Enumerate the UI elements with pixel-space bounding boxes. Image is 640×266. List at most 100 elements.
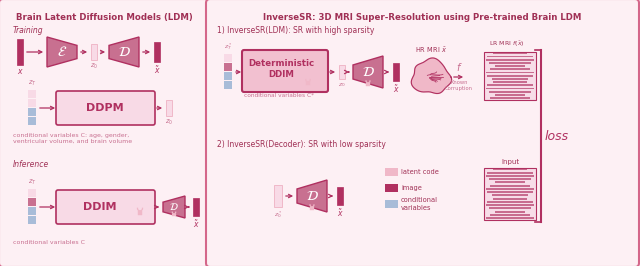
Polygon shape: [353, 56, 383, 88]
Bar: [486, 188, 534, 190]
Bar: [492, 194, 528, 196]
Text: $z_0$: $z_0$: [90, 62, 98, 71]
Text: $z_T$: $z_T$: [28, 178, 36, 187]
Polygon shape: [109, 37, 139, 67]
Bar: [337, 187, 343, 205]
Text: image: image: [401, 185, 422, 191]
Bar: [393, 63, 399, 81]
Text: InverseSR: 3D MRI Super-Resolution using Pre-trained Brain LDM: InverseSR: 3D MRI Super-Resolution using…: [263, 13, 581, 22]
Bar: [274, 185, 282, 207]
Bar: [28, 198, 36, 206]
Text: conditional variables C: age, gender,
ventricular volume, and brain volume: conditional variables C: age, gender, ve…: [13, 133, 132, 144]
Bar: [306, 82, 310, 85]
Bar: [486, 88, 534, 89]
Bar: [366, 83, 370, 86]
Text: $f$: $f$: [456, 61, 462, 73]
Text: $x$: $x$: [17, 67, 24, 76]
Bar: [385, 184, 398, 192]
Bar: [91, 44, 97, 60]
Bar: [489, 62, 531, 64]
Bar: [224, 72, 232, 80]
Bar: [484, 168, 536, 220]
Text: DDIM: DDIM: [83, 202, 116, 212]
Bar: [339, 65, 345, 79]
Bar: [490, 185, 531, 186]
Bar: [28, 207, 36, 215]
Text: Inference: Inference: [13, 160, 49, 169]
Text: DDPM: DDPM: [86, 103, 124, 113]
FancyBboxPatch shape: [0, 0, 209, 266]
Text: $z_0^*$: $z_0^*$: [274, 209, 282, 220]
Bar: [28, 90, 36, 98]
Text: $\tilde{x}$: $\tilde{x}$: [337, 207, 344, 219]
Text: Deterministic
DDIM: Deterministic DDIM: [248, 59, 314, 79]
Polygon shape: [297, 180, 327, 212]
Bar: [310, 207, 314, 210]
Text: $\mathcal{D}$: $\mathcal{D}$: [169, 202, 179, 213]
Text: $\tilde{x}$: $\tilde{x}$: [193, 218, 200, 230]
Bar: [28, 216, 36, 224]
Bar: [385, 200, 398, 208]
Text: 2) InverseSR(Decoder): SR with low sparsity: 2) InverseSR(Decoder): SR with low spars…: [217, 140, 386, 149]
Bar: [166, 100, 172, 116]
Bar: [487, 191, 533, 193]
Polygon shape: [412, 58, 452, 93]
Text: conditional
variables: conditional variables: [401, 197, 438, 210]
Bar: [487, 85, 532, 86]
Bar: [495, 65, 525, 67]
FancyBboxPatch shape: [206, 0, 639, 266]
Text: $z_0$: $z_0$: [338, 81, 346, 89]
Bar: [490, 214, 531, 216]
Polygon shape: [163, 196, 185, 218]
Text: Input: Input: [501, 159, 519, 165]
Bar: [489, 178, 531, 180]
Bar: [28, 117, 36, 125]
Text: 1) InverseSR(LDM): SR with high sparsity: 1) InverseSR(LDM): SR with high sparsity: [217, 26, 374, 35]
Text: $z_0$: $z_0$: [165, 118, 173, 127]
Bar: [495, 211, 525, 213]
Bar: [486, 204, 534, 206]
Text: loss: loss: [545, 130, 569, 143]
Bar: [489, 207, 531, 209]
Text: $\mathcal{D}$: $\mathcal{D}$: [305, 189, 319, 203]
Bar: [224, 63, 232, 71]
Bar: [486, 72, 534, 73]
Text: $\mathcal{D}$: $\mathcal{D}$: [118, 45, 131, 59]
Text: $\mathcal{D}$: $\mathcal{D}$: [362, 65, 374, 79]
Text: Known
Corruption: Known Corruption: [445, 80, 473, 91]
Bar: [493, 81, 527, 83]
Bar: [28, 108, 36, 116]
Bar: [385, 168, 398, 176]
Bar: [486, 59, 534, 61]
Text: conditional variables C*: conditional variables C*: [244, 93, 314, 98]
Bar: [486, 217, 534, 219]
Bar: [224, 54, 232, 62]
Bar: [172, 214, 175, 217]
FancyBboxPatch shape: [56, 190, 155, 224]
Text: $\tilde{x}$: $\tilde{x}$: [392, 83, 399, 95]
Bar: [224, 81, 232, 89]
Bar: [490, 68, 531, 70]
Text: $\tilde{x}$: $\tilde{x}$: [154, 64, 161, 76]
FancyBboxPatch shape: [56, 91, 155, 125]
Bar: [488, 172, 532, 173]
Bar: [138, 211, 143, 215]
Bar: [28, 189, 36, 197]
Bar: [28, 99, 36, 107]
Text: LR MRI $f(\bar{x})$: LR MRI $f(\bar{x})$: [489, 40, 525, 49]
Bar: [486, 175, 534, 177]
Text: Brain Latent Diffusion Models (LDM): Brain Latent Diffusion Models (LDM): [15, 13, 193, 22]
Bar: [493, 198, 527, 200]
Bar: [490, 97, 531, 99]
Polygon shape: [47, 37, 77, 67]
Bar: [487, 201, 532, 203]
Text: HR MRI $\bar{x}$: HR MRI $\bar{x}$: [415, 46, 447, 55]
Text: $z_T$: $z_T$: [28, 79, 36, 88]
Bar: [493, 168, 527, 170]
Text: Training: Training: [13, 26, 44, 35]
Text: $z_T^*$: $z_T^*$: [224, 41, 232, 52]
Bar: [487, 75, 533, 77]
Text: conditional variables C: conditional variables C: [13, 240, 85, 245]
Bar: [495, 94, 525, 96]
Bar: [17, 39, 23, 65]
